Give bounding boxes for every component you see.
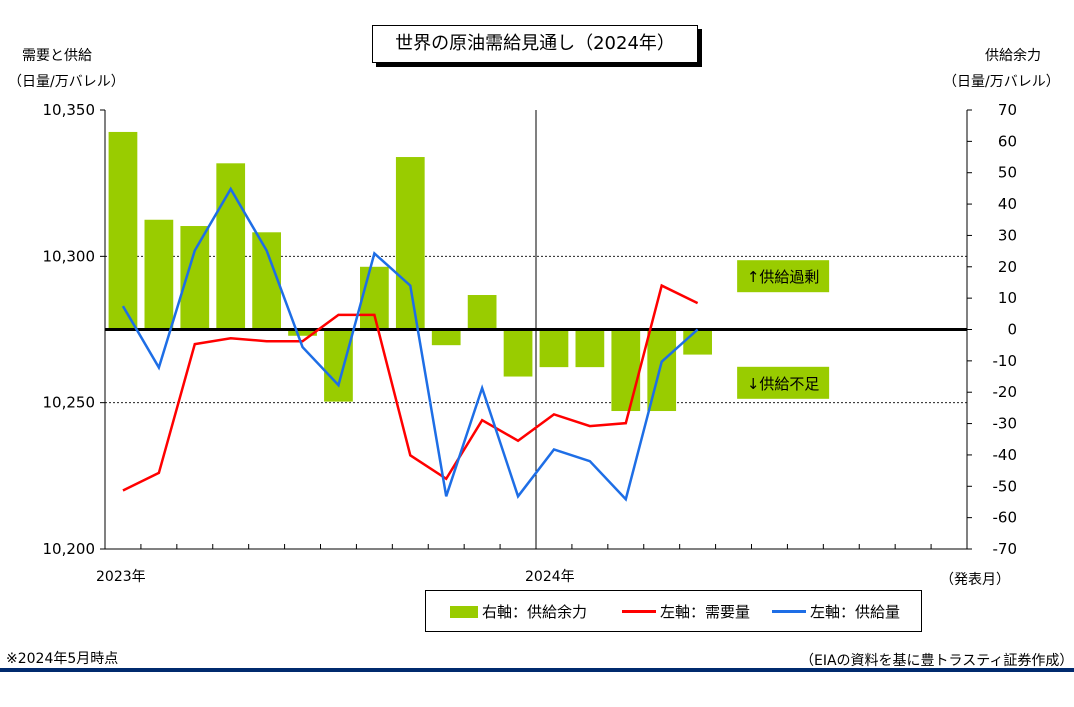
surplus-bar [575,329,605,368]
right-tick-label: 50 [998,164,1017,182]
right-tick-label: -40 [993,446,1018,464]
surplus-bar [467,295,497,330]
surplus-bar [611,329,641,412]
surplus-bar [180,226,210,330]
right-tick-label: -10 [993,352,1018,370]
left-tick-label: 10,200 [43,540,96,558]
left-tick-label: 10,250 [43,394,96,412]
surplus-bar [144,219,174,330]
legend-blue-line-swatch [772,610,806,613]
legend-item-surplus: 右軸：供給余力 [450,601,587,622]
right-tick-label: -60 [993,509,1018,527]
legend-bar-swatch [450,605,478,618]
right-tick-label: -20 [993,383,1018,401]
surplus-bar [108,131,138,330]
right-tick-label: 60 [998,132,1017,150]
supply-line [121,186,699,502]
right-tick-label: 10 [998,289,1017,307]
surplus-bar [431,329,461,346]
oversupply-box [737,260,830,293]
right-axis-unit: （日量/万バレル） [943,74,1060,90]
undersupply-label: ↓供給不足 [747,375,820,393]
surplus-bar [324,329,353,402]
left-axis-unit: （日量/万バレル） [8,74,125,90]
right-tick-label: 40 [998,195,1017,213]
legend-label-surplus: 右軸：供給余力 [482,603,588,621]
legend-label-supply: 左軸：供給量 [810,603,901,621]
surplus-bar [288,329,317,336]
surplus-bar [360,266,389,330]
x-label-2023: 2023年 [96,569,146,585]
right-tick-label: 0 [1007,321,1017,339]
legend: 右軸：供給余力 左軸：需要量 左軸：供給量 [425,590,922,632]
footnote-source: （EIAの資料を基に豊トラスティ証券作成） [800,653,1074,669]
right-axis-label: 供給余力 [985,48,1041,64]
legend-red-line-swatch [622,610,656,613]
left-tick-label: 10,350 [43,101,96,119]
demand-line [122,283,699,492]
legend-item-demand: 左軸：需要量 [622,601,750,622]
oversupply-label: ↑供給過剰 [747,268,820,286]
legend-label-demand: 左軸：需要量 [660,603,751,621]
left-tick-label: 10,300 [43,247,96,265]
footer-rule [0,668,1074,672]
x-axis-unit: （発表月） [940,572,1010,588]
legend-item-supply: 左軸：供給量 [772,601,900,622]
surplus-bar [539,329,569,368]
x-label-2024: 2024年 [525,569,575,585]
chart-title: 世界の原油需給見通し（2024年） [372,25,698,63]
left-axis-label: 需要と供給 [22,48,92,64]
surplus-bar [395,157,425,330]
right-tick-label: -30 [993,415,1018,433]
right-tick-label: 20 [998,258,1017,276]
right-tick-label: 70 [998,101,1017,119]
undersupply-box [737,366,830,399]
right-tick-label: 30 [998,226,1017,244]
right-tick-label: -50 [993,477,1018,495]
surplus-bar [683,329,712,355]
surplus-bar [503,329,533,377]
footnote-date: ※2024年5月時点 [6,651,119,667]
right-tick-label: -70 [993,540,1018,558]
